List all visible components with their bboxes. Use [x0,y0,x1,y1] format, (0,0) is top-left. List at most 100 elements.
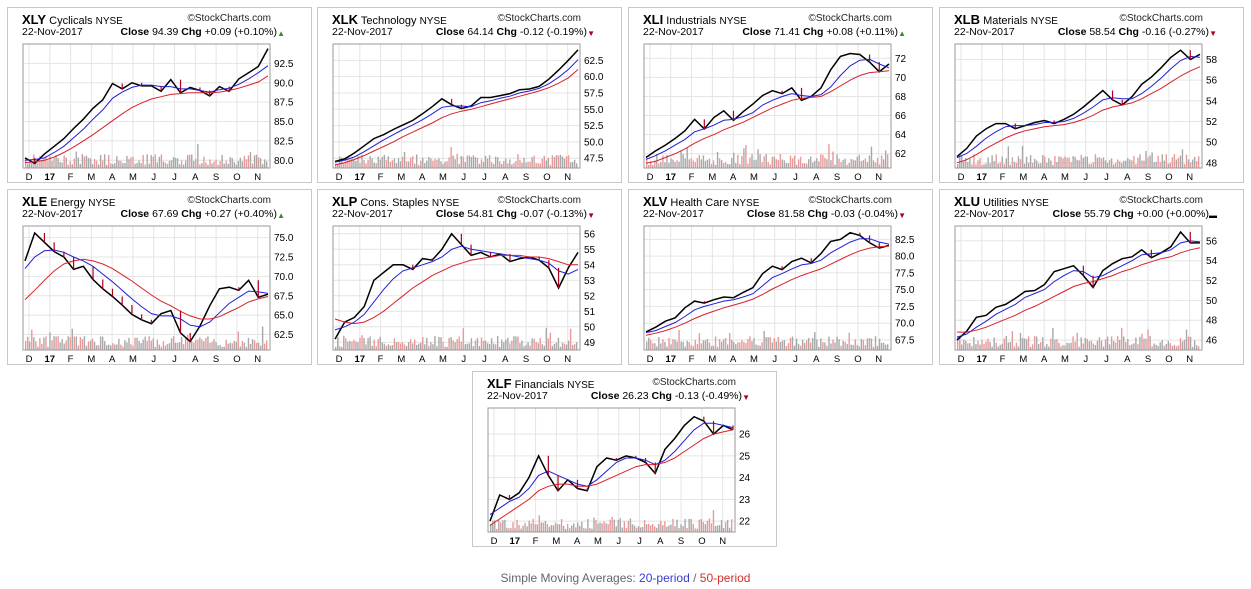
volume-bar [559,346,562,350]
chart-panel-xlk[interactable]: D 17 F M A M J J A S O N 62.5 60.0 57.5 55.0 52.5 50.0 47.… [317,7,622,183]
y-tick-label: 51 [584,307,596,318]
volume-bar [199,337,201,350]
volume-bar [706,520,709,532]
volume-bar [1193,340,1196,350]
volume-bar [995,154,997,168]
volume-bar [525,162,527,168]
exchange: NYSE [419,16,447,27]
chart-panel-xli[interactable]: D 17 F M A M J J A S O N 72 70 68 66 64 62 XLI Industrials… [628,7,933,183]
volume-bar [217,164,219,168]
volume-bar [1007,342,1010,350]
volume-bar [975,344,977,350]
brand-label: ©StockCharts.com [1119,13,1203,24]
volume-bar [848,162,850,168]
date-label: 22-Nov-2017 [22,208,83,220]
quote: Close 55.79 Chg +0.00 (+0.00%) [1053,208,1209,220]
volume-bar [106,164,108,168]
volume-bar [1173,344,1176,350]
x-tick-label: 17 [45,354,56,365]
volume-bar [255,154,258,168]
sma50-line [957,247,1201,333]
chart-panel-xle[interactable]: D 17 F M A M J J A S O N 75.0 72.5 70.0 67.5 65.0 62.5 XLE… [7,189,312,365]
volume-bar [112,164,114,168]
volume-bar [999,162,1001,168]
chart-panel-xlf[interactable]: D 17 F M A M J J A S O N 26 25 24 23 22 XLF Financials NY… [472,371,777,547]
volume-bar [509,159,511,168]
chart-title: XLK Technology NYSE [332,12,447,27]
y-tick-label: 49 [584,338,596,349]
volume-bar [1068,343,1070,350]
volume-bar [426,160,428,168]
volume-bar [1153,162,1155,168]
volume-bar [963,161,965,168]
sma50-line [645,245,890,336]
volume-bar [1100,158,1103,168]
x-tick-label: J [1083,354,1088,365]
volume-bar [870,146,873,168]
y-tick-label: 65.0 [274,311,294,322]
volume-bar [676,341,678,350]
volume-bar [812,338,814,350]
volume-bar [233,162,235,168]
volume-bar [29,341,31,350]
volume-bar [263,343,266,350]
sma50-line [334,254,578,325]
volume-bar [480,159,483,168]
x-tick-label: S [523,354,529,365]
x-tick-label: J [793,354,798,365]
volume-bar [108,344,110,350]
volume-bar [134,337,136,350]
volume-bar [385,159,388,168]
volume-bar [971,164,973,168]
volume-bar [562,525,565,532]
close-value: 94.39 [152,26,179,38]
volume-bar [554,522,557,532]
x-tick-label: A [109,354,116,365]
volume-bar [499,346,501,350]
volume-bar [727,344,729,350]
chart-panel-xlu[interactable]: D 17 F M A M J J A S O N 56 54 52 50 48 46 XLU Utilities N… [939,189,1244,365]
volume-bar [176,158,179,168]
volume-bar [35,160,37,168]
volume-bar [53,158,55,168]
chart-panel-xly[interactable]: D 17 F M A M J J A S O N 92.5 90.0 87.5 85.0 82.5 80.0 XLY… [7,7,312,183]
volume-bar [120,160,122,168]
y-tick-label: 50 [1206,138,1218,149]
volume-bar [743,148,745,168]
volume-bar [116,156,118,168]
volume-bar [95,160,98,168]
volume-bar [844,341,846,350]
volume-bar [561,342,564,350]
y-tick-label: 70.0 [895,319,915,330]
sma50-line [645,70,890,164]
volume-bar [383,154,385,168]
volume-bar [680,341,682,350]
volume-bar [504,519,506,532]
chart-panel-xlp[interactable]: D 17 F M A M J J A S O N 56 55 54 53 52 51 50 49 XLP Cons. S… [317,189,622,365]
volume-bar [977,160,979,168]
volume-bar [648,164,650,168]
volume-bar [527,342,529,350]
volume-bar [1141,160,1143,168]
x-tick-label: M [439,172,447,183]
volume-bar [466,155,469,168]
plot-frame [22,43,271,169]
volume-bar [45,155,47,168]
volume-bar [995,342,997,350]
volume-bar [682,526,684,532]
volume-bar [456,339,458,350]
volume-bar [631,524,634,532]
volume-bar [716,346,719,350]
chart-panel-xlb[interactable]: D 17 F M A M J J A S O N 58 56 54 52 50 48 XLB Materials N… [939,7,1244,183]
volume-bar [959,154,961,168]
volume-bar [810,342,812,350]
volume-bar [645,524,648,532]
volume-bar [1149,336,1151,350]
volume-bar [536,524,538,532]
volume-bar [575,342,578,350]
chart-panel-xlv[interactable]: D 17 F M A M J J A S O N 82.5 80.0 77.5 75.0 72.5 70.0 67.… [628,189,933,365]
x-tick-label: S [523,172,529,183]
volume-bar [472,155,475,168]
volume-bar [1062,158,1064,168]
volume-bar [458,336,460,350]
